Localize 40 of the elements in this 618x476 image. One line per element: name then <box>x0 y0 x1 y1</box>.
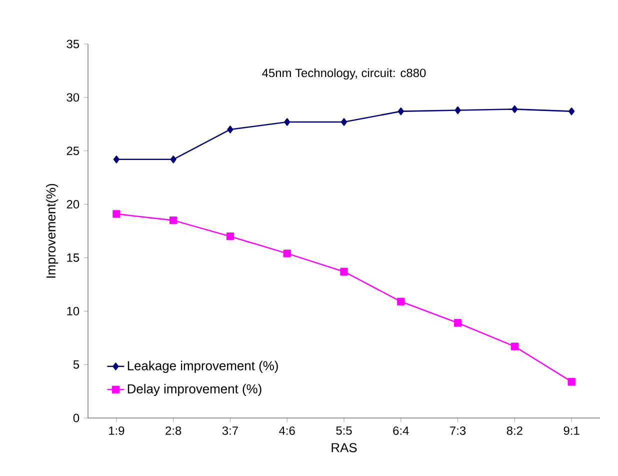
y-tick-label: 35 <box>66 40 80 48</box>
y-tick-label: 20 <box>66 200 80 209</box>
x-tick-label: 3:7 <box>222 426 238 435</box>
point <box>340 118 348 126</box>
point <box>284 118 290 126</box>
legend-label: Delay improvement (%) <box>128 384 262 396</box>
x-tick-label: 6:4 <box>393 426 409 435</box>
x-axis-title: RAS <box>332 443 357 452</box>
y-tick-label: 0 <box>73 414 80 422</box>
point <box>112 210 120 218</box>
point <box>226 232 234 240</box>
point <box>283 250 291 258</box>
point <box>568 107 575 116</box>
y-tick-label: 10 <box>67 306 80 316</box>
x-tick-label: 8:2 <box>506 426 522 435</box>
x-tick-label: 1:9 <box>109 426 124 435</box>
x-tick-label: 5:5 <box>336 426 352 435</box>
point <box>169 216 178 224</box>
point <box>568 378 576 386</box>
x-tick-label: 4:6 <box>279 426 295 435</box>
x-tick-label: 7:3 <box>450 426 466 435</box>
y-tick-label: 15 <box>67 254 80 262</box>
y-axis-title: Improvement(%) <box>46 184 58 278</box>
point <box>454 319 462 327</box>
text: 45nm Technology, circuit: c880 <box>262 68 426 80</box>
y-tick-label: 25 <box>66 146 80 156</box>
y-tick-label: 5 <box>73 360 80 369</box>
point <box>340 268 348 276</box>
point <box>170 156 176 164</box>
point <box>454 106 461 114</box>
point <box>227 126 234 134</box>
x-tick-label: 2:8 <box>166 426 182 435</box>
point <box>397 298 405 306</box>
point <box>398 107 404 116</box>
legend-label: Leakage improvement (%) <box>128 360 278 373</box>
point <box>512 105 518 114</box>
point <box>113 156 120 164</box>
point <box>510 342 519 350</box>
y-tick-label: 30 <box>66 93 80 102</box>
x-tick-label: 9:1 <box>564 426 580 435</box>
